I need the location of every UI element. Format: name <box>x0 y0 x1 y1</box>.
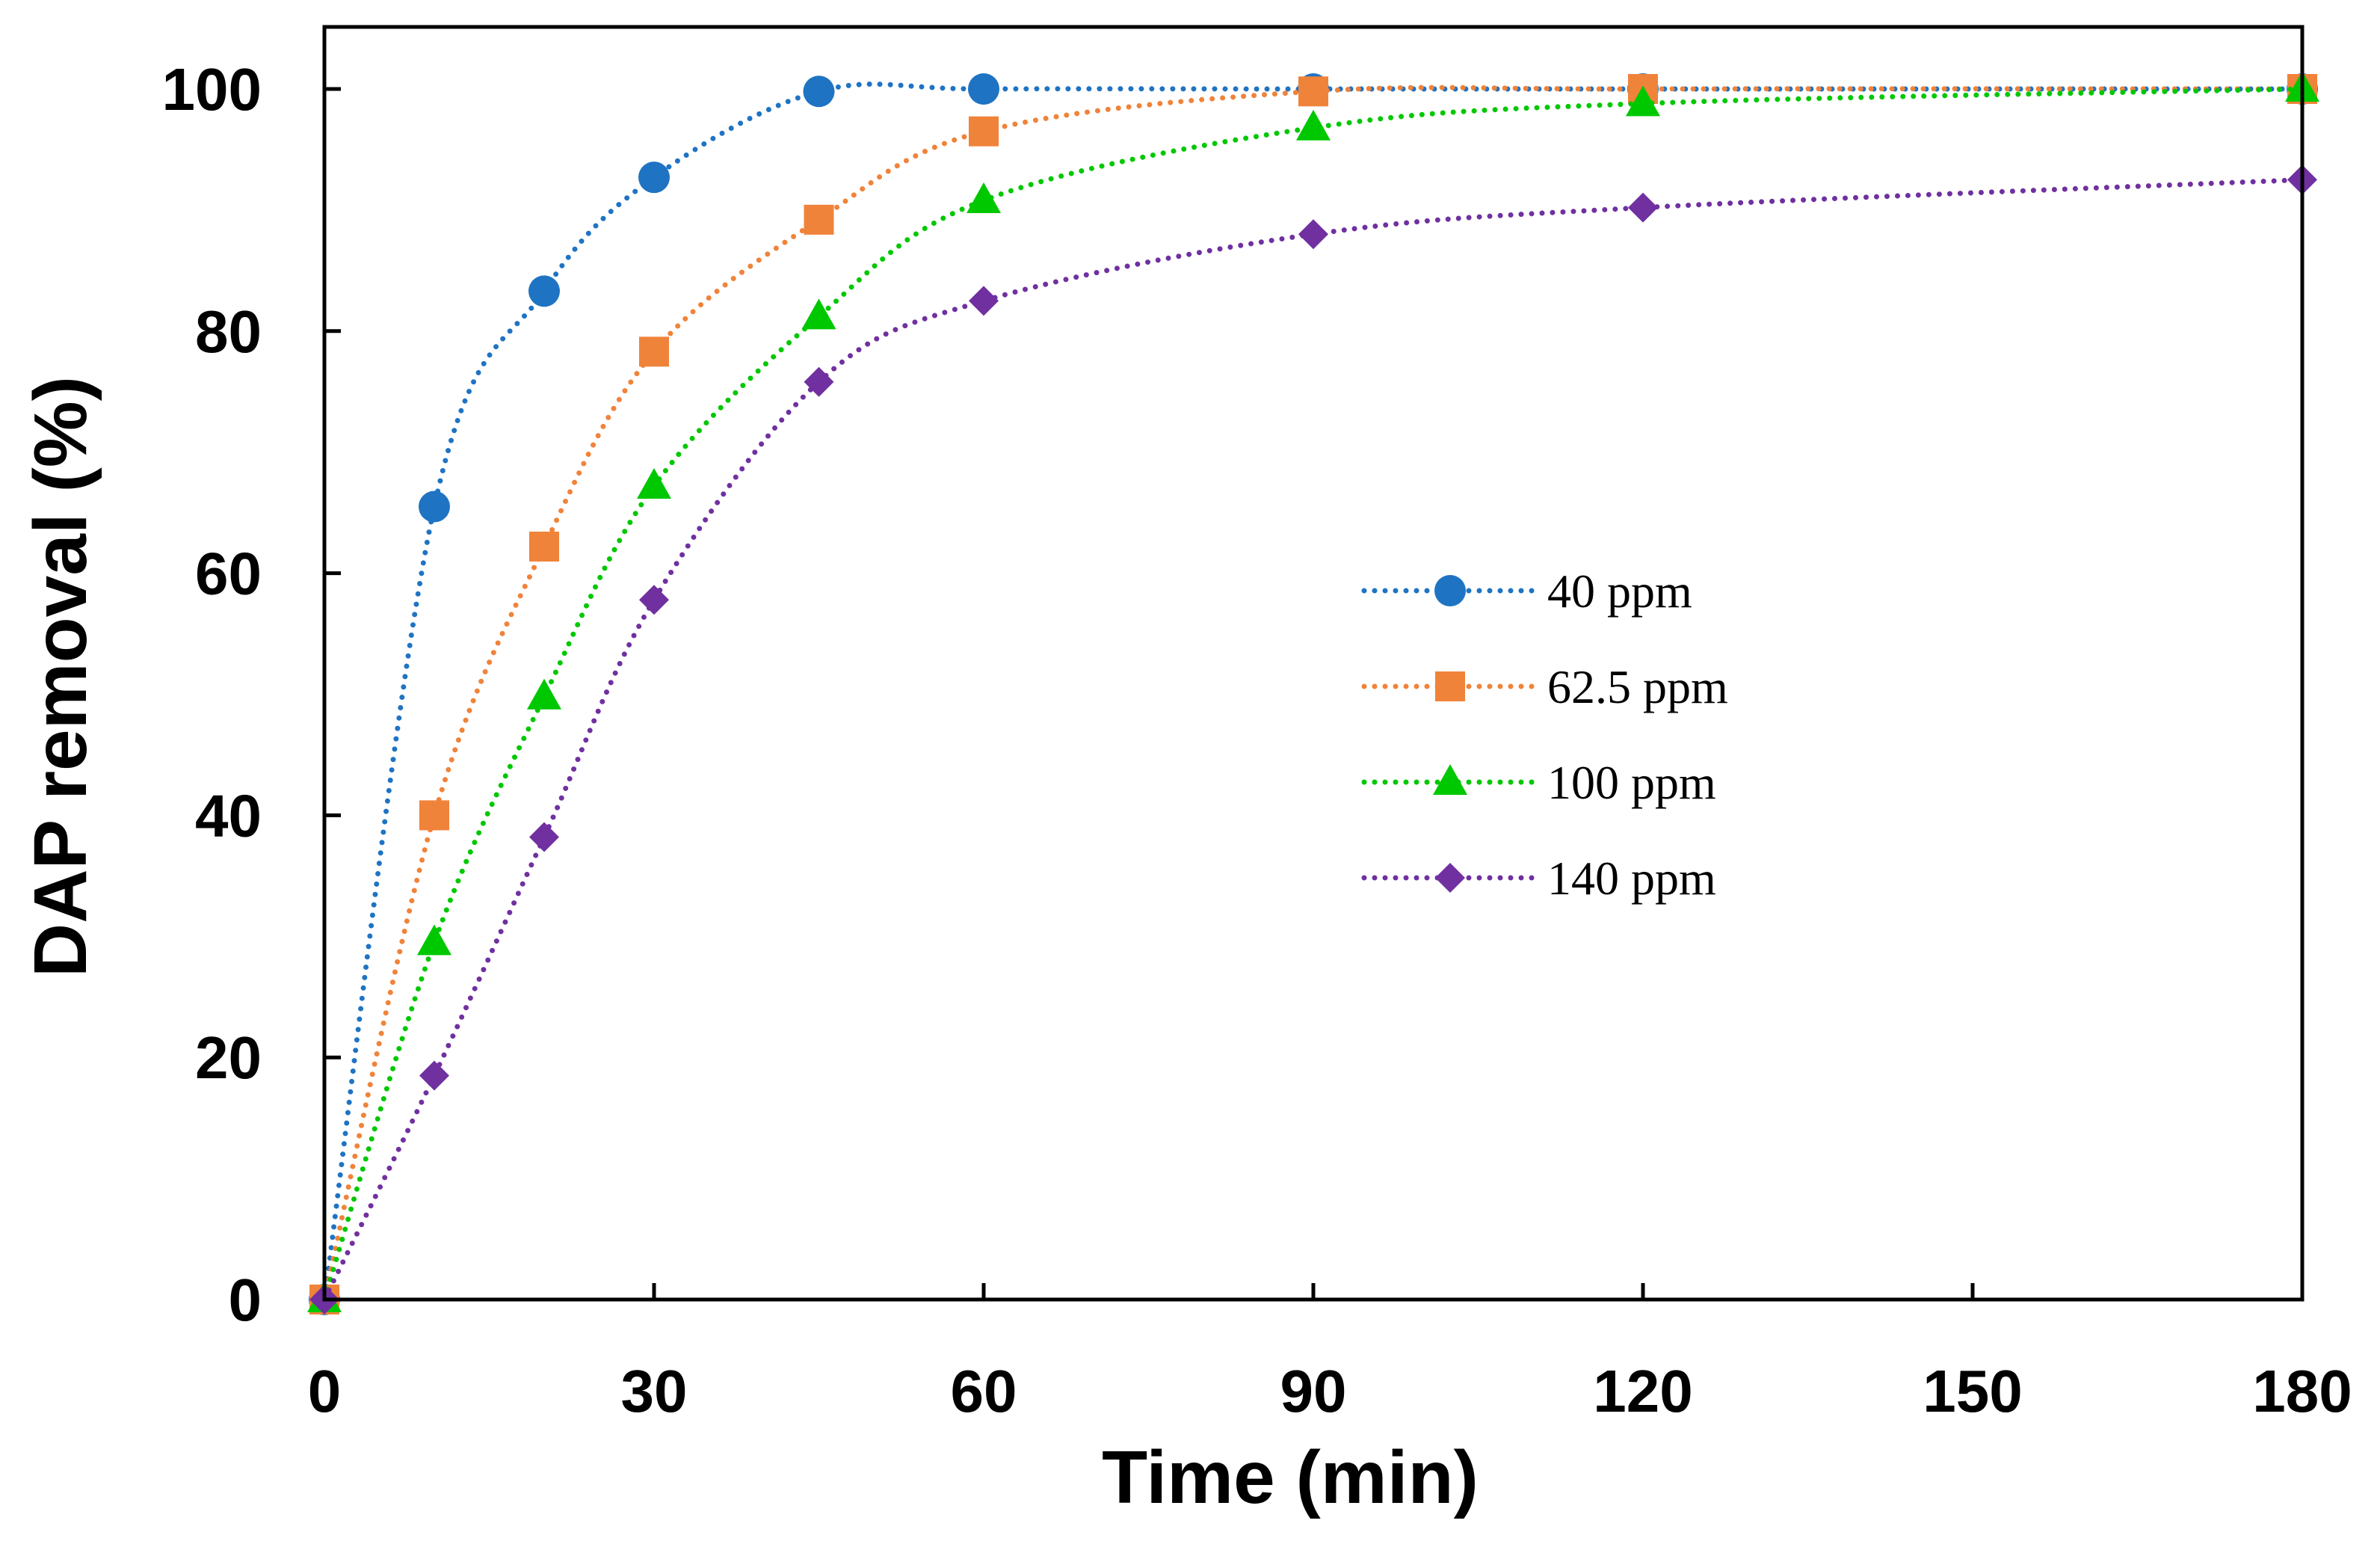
data-point <box>527 678 561 710</box>
data-point <box>969 116 999 147</box>
y-tick-label: 60 <box>195 541 262 607</box>
data-point <box>803 76 835 108</box>
data-point <box>529 822 559 852</box>
y-tick-label: 0 <box>229 1267 262 1333</box>
x-axis-title: Time (min) <box>1102 1436 1479 1519</box>
legend-label: 62.5 ppm <box>1547 660 1728 713</box>
legend-label: 40 ppm <box>1547 565 1692 618</box>
y-tick-label: 40 <box>195 782 262 849</box>
legend-item: 40 ppm <box>1361 565 1692 618</box>
data-point <box>1298 219 1328 250</box>
data-point <box>417 924 451 956</box>
x-tick-label: 0 <box>308 1358 342 1424</box>
series-line <box>321 176 2305 1303</box>
legend-marker <box>1435 863 1465 893</box>
legend-item: 140 ppm <box>1361 852 1716 905</box>
data-point <box>1628 192 1658 223</box>
x-tick-label: 90 <box>1280 1358 1347 1424</box>
data-point <box>529 531 559 562</box>
x-tick-label: 180 <box>2252 1358 2352 1424</box>
data-point <box>1626 85 1660 117</box>
data-point <box>804 204 834 235</box>
y-axis-title: DAP removal (%) <box>19 376 102 977</box>
data-point <box>967 182 1001 213</box>
x-tick-label: 120 <box>1593 1358 1692 1424</box>
data-point <box>1298 76 1328 107</box>
legend-item: 62.5 ppm <box>1361 660 1728 713</box>
legend-marker <box>1434 575 1466 606</box>
data-point <box>419 1060 449 1091</box>
legend-label: 140 ppm <box>1547 852 1716 905</box>
legend-marker <box>1433 764 1467 795</box>
data-point <box>639 585 669 615</box>
data-point <box>969 286 999 316</box>
data-point <box>804 366 834 397</box>
series-line <box>321 86 2305 1303</box>
legend-marker <box>1435 671 1465 701</box>
data-point <box>637 468 671 499</box>
y-tick-label: 100 <box>162 56 262 123</box>
data-point <box>968 73 999 105</box>
x-tick-label: 150 <box>1923 1358 2022 1424</box>
legend-item: 100 ppm <box>1361 756 1716 809</box>
data-point <box>419 800 449 831</box>
x-tick-label: 30 <box>621 1358 688 1424</box>
x-tick-label: 60 <box>951 1358 1017 1424</box>
data-point <box>638 162 670 194</box>
data-point <box>1296 109 1331 141</box>
data-point <box>419 491 450 523</box>
legend-label: 100 ppm <box>1547 756 1716 809</box>
y-tick-label: 20 <box>195 1024 262 1091</box>
series-3 <box>309 164 2317 1314</box>
y-tick-label: 80 <box>195 298 262 365</box>
data-point <box>801 298 836 330</box>
data-point <box>528 275 560 307</box>
legend: 40 ppm 62.5 ppm 100 ppm 140 ppm <box>1361 565 1728 905</box>
data-point <box>639 336 669 367</box>
